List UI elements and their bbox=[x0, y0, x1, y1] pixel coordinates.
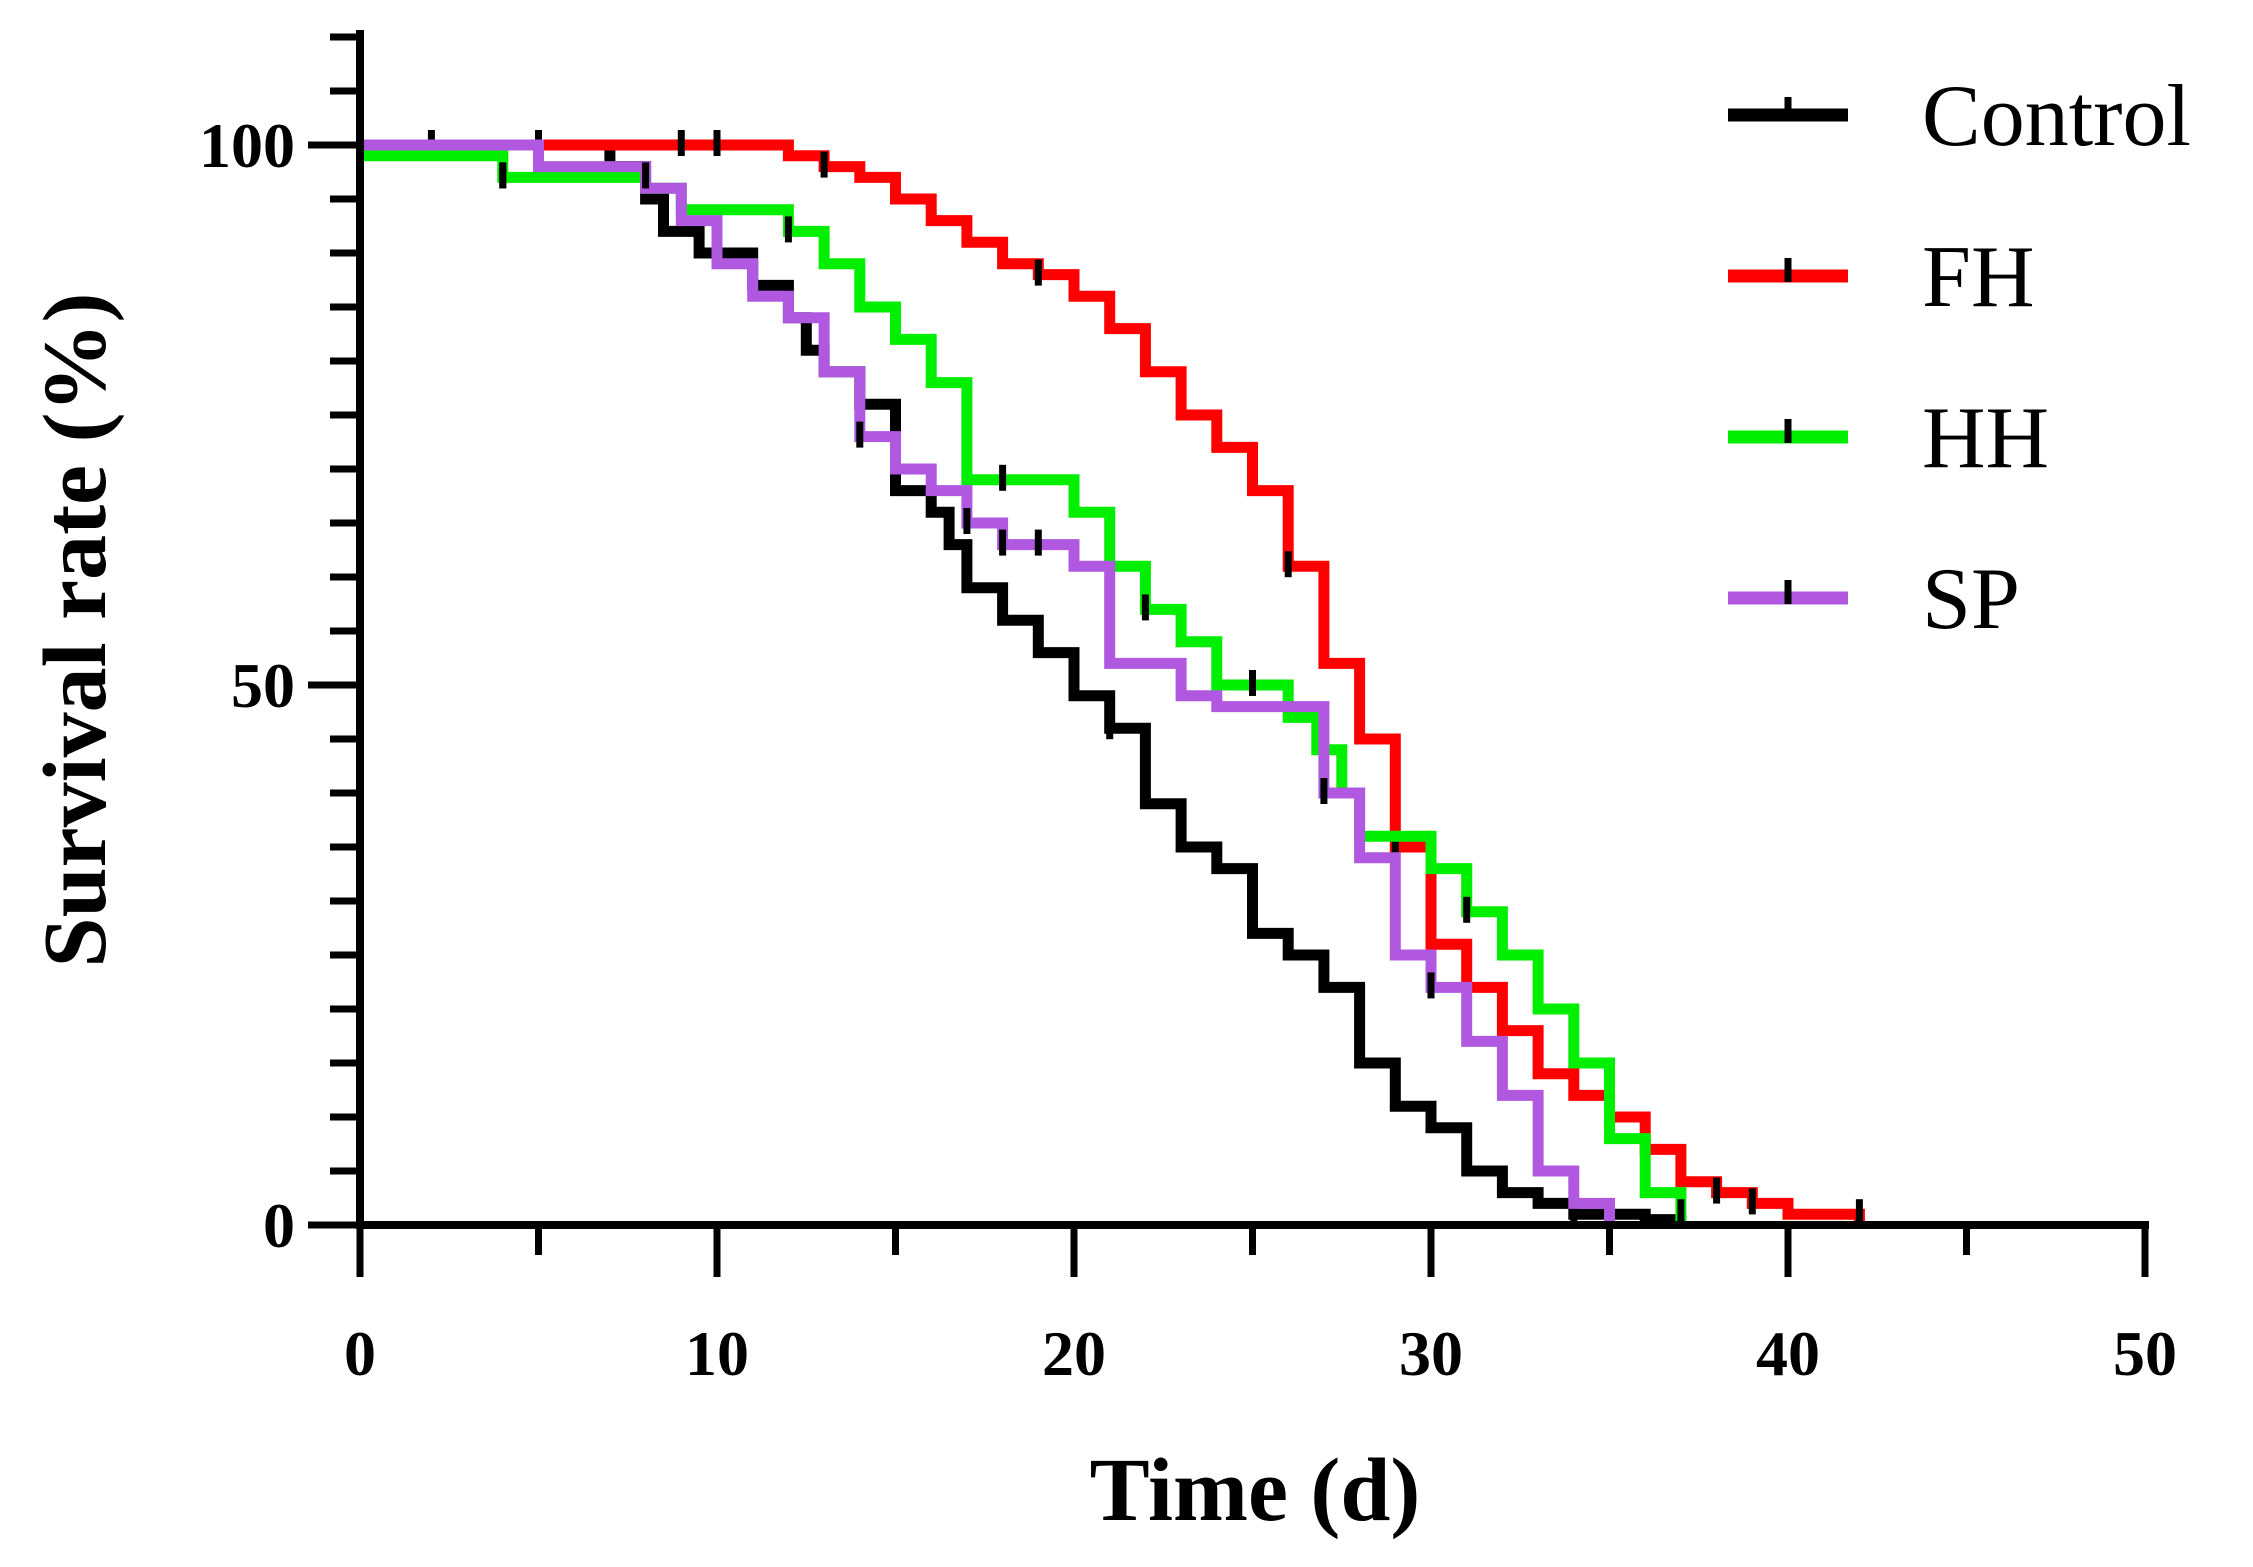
legend-item-fh: FH bbox=[1728, 229, 2035, 326]
axes-layer bbox=[356, 30, 2149, 1229]
legend-label-hh: HH bbox=[1922, 390, 2049, 487]
y-tick-label-100: 100 bbox=[199, 110, 295, 181]
series-layer bbox=[360, 130, 1865, 1226]
legend-label-fh: FH bbox=[1922, 229, 2035, 326]
x-tick-label-0: 0 bbox=[344, 1318, 376, 1389]
x-axis-title: Time (d) bbox=[1090, 1441, 1421, 1540]
x-tick-label-30: 30 bbox=[1399, 1318, 1463, 1389]
x-tick-label-10: 10 bbox=[685, 1318, 749, 1389]
series-control bbox=[360, 130, 1687, 1226]
x-tick-label-20: 20 bbox=[1042, 1318, 1106, 1389]
legend-label-control: Control bbox=[1922, 68, 2191, 165]
series-sp bbox=[360, 139, 1615, 1225]
series-line-control bbox=[360, 139, 1687, 1226]
x-tick-label-40: 40 bbox=[1756, 1318, 1820, 1389]
series-line-hh bbox=[360, 150, 1687, 1225]
legend-item-hh: HH bbox=[1728, 390, 2049, 487]
legend: Control FH HH SP bbox=[1728, 68, 2191, 648]
series-hh bbox=[360, 150, 1687, 1226]
y-tick-label-0: 0 bbox=[263, 1190, 295, 1261]
x-tick-label-50: 50 bbox=[2113, 1318, 2177, 1389]
legend-item-sp: SP bbox=[1728, 551, 2020, 648]
y-axis-title: Survival rate (%) bbox=[26, 293, 125, 968]
series-line-fh bbox=[360, 139, 1865, 1225]
ticks-layer: 0 10 20 30 40 50 0 50 100 bbox=[199, 33, 2177, 1389]
legend-item-control: Control bbox=[1728, 68, 2191, 165]
series-fh bbox=[360, 130, 1865, 1226]
legend-label-sp: SP bbox=[1922, 551, 2020, 648]
series-line-sp bbox=[360, 139, 1615, 1225]
y-tick-label-50: 50 bbox=[231, 650, 295, 721]
